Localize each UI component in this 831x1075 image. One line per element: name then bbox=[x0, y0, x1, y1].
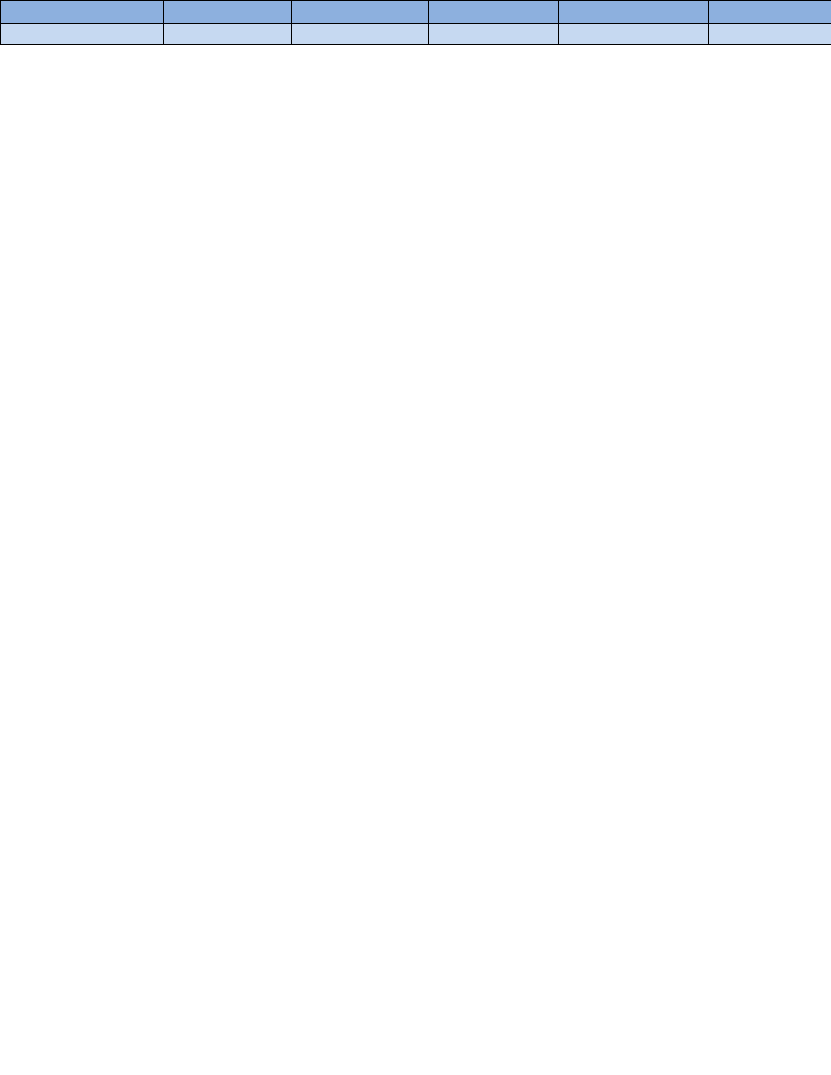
column-header-range bbox=[291, 0, 429, 24]
cell-range bbox=[291, 23, 429, 45]
table-body bbox=[0, 23, 831, 45]
cell-resolution bbox=[428, 23, 559, 45]
table-header-row bbox=[0, 0, 831, 24]
cell-principle bbox=[558, 23, 709, 45]
column-header-resolution bbox=[428, 0, 559, 24]
cell-name bbox=[0, 23, 164, 45]
table-header bbox=[0, 0, 831, 24]
column-header-principle bbox=[558, 0, 709, 24]
cell-life bbox=[708, 23, 831, 45]
cell-formula bbox=[163, 23, 292, 45]
column-header-lifespan bbox=[708, 0, 831, 24]
column-header-gas-name bbox=[0, 0, 164, 24]
column-header-formula bbox=[163, 0, 292, 24]
gas-detection-parameters-table bbox=[0, 0, 831, 45]
